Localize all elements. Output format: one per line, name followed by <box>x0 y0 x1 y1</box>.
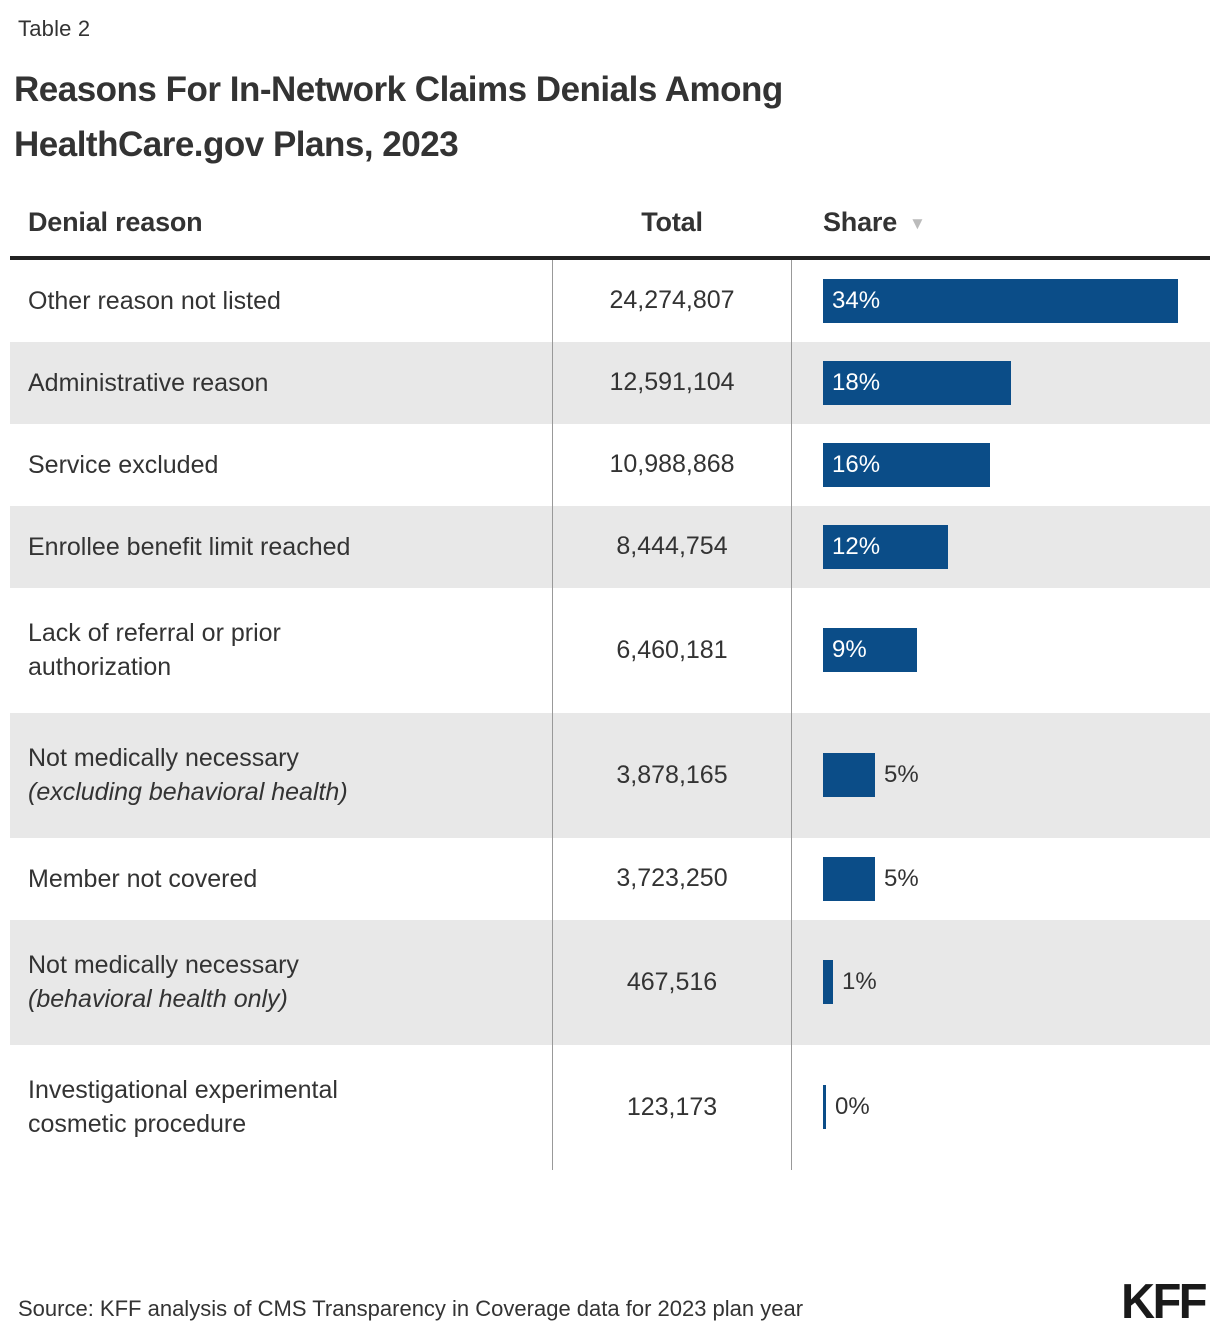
total-cell: 10,988,868 <box>552 423 792 506</box>
column-header-total: Total <box>641 206 703 237</box>
denial-reason-line: authorization <box>28 653 172 682</box>
denial-reason-cell: Other reason not listed <box>10 270 552 332</box>
table-row: Other reason not listed 24,274,807 34% <box>10 259 1210 342</box>
denial-reason-cell: Lack of referral or prior authorization <box>10 602 552 698</box>
table-header-row: Denial reason Total Share ▼ <box>10 207 1210 260</box>
total-cell: 3,878,165 <box>552 712 792 838</box>
denial-reason-line: Investigational experimental <box>28 1076 338 1105</box>
denial-reason-line: (excluding behavioral health) <box>28 778 348 807</box>
share-bar-label: 18% <box>832 368 881 396</box>
source-note: Source: KFF analysis of CMS Transparency… <box>18 1296 804 1321</box>
share-bar: 12% <box>823 524 948 569</box>
sort-descending-icon[interactable]: ▼ <box>909 213 926 233</box>
total-cell: 12,591,104 <box>552 341 792 424</box>
denial-reason-line: cosmetic procedure <box>28 1110 247 1139</box>
denial-reasons-table: Denial reason Total Share ▼ Other reason… <box>10 207 1210 1170</box>
total-cell: 24,274,807 <box>552 259 792 342</box>
denial-reason-line: Member not covered <box>28 864 258 893</box>
table-row: Lack of referral or prior authorization 6… <box>10 587 1210 713</box>
denial-reason-line: Service excluded <box>28 450 219 479</box>
share-bar-label: 16% <box>832 450 881 478</box>
table-row: Service excluded 10,988,868 16% <box>10 423 1210 506</box>
share-bar-label: 0% <box>835 1093 870 1121</box>
denial-reason-line: Not medically necessary <box>28 951 299 980</box>
total-cell: 123,173 <box>552 1044 792 1170</box>
total-cell: 467,516 <box>552 919 792 1045</box>
table-row: Not medically necessary (behavioral healt… <box>10 919 1210 1045</box>
share-bar-label: 1% <box>842 968 877 996</box>
denial-reason-cell: Investigational experimental cosmetic pro… <box>10 1059 552 1155</box>
denial-reason-cell: Not medically necessary (behavioral healt… <box>10 934 552 1030</box>
page-title: Reasons For In-Network Claims Denials Am… <box>14 70 783 165</box>
table-row: Not medically necessary (excluding behavi… <box>10 712 1210 838</box>
table-number-tag: Table 2 <box>18 16 91 41</box>
share-bar-label: 9% <box>832 636 867 664</box>
total-cell: 6,460,181 <box>552 587 792 713</box>
share-bar: 34% <box>823 278 1178 323</box>
denial-reason-cell: Administrative reason <box>10 352 552 414</box>
share-bar <box>823 1085 826 1130</box>
share-cell: 18% <box>792 360 1210 405</box>
denial-reason-line: Not medically necessary <box>28 744 299 773</box>
share-cell: 5% <box>792 856 1210 901</box>
share-bar-label: 34% <box>832 286 881 314</box>
table-body: Other reason not listed 24,274,807 34% A… <box>10 259 1210 1170</box>
denial-reason-line: Lack of referral or prior <box>28 619 281 648</box>
denial-reason-line: (behavioral health only) <box>28 985 288 1014</box>
share-bar: 16% <box>823 442 990 487</box>
table-row: Member not covered 3,723,250 5% <box>10 837 1210 920</box>
share-cell: 0% <box>792 1085 1210 1130</box>
share-bar-label: 5% <box>884 864 919 892</box>
denial-reason-cell: Member not covered <box>10 848 552 910</box>
share-bar <box>823 856 875 901</box>
table-row: Investigational experimental cosmetic pro… <box>10 1044 1210 1170</box>
denial-reason-cell: Enrollee benefit limit reached <box>10 516 552 578</box>
share-cell: 16% <box>792 442 1210 487</box>
total-cell: 3,723,250 <box>552 837 792 920</box>
denial-reason-line: Enrollee benefit limit reached <box>28 532 351 561</box>
table-row: Enrollee benefit limit reached 8,444,754… <box>10 505 1210 588</box>
denial-reason-cell: Service excluded <box>10 434 552 496</box>
share-bar <box>823 753 875 798</box>
share-cell: 9% <box>792 628 1210 673</box>
share-cell: 1% <box>792 960 1210 1005</box>
denial-reason-cell: Not medically necessary (excluding behavi… <box>10 727 552 823</box>
column-header-denial-reason: Denial reason <box>28 206 203 237</box>
share-cell: 12% <box>792 524 1210 569</box>
total-cell: 8,444,754 <box>552 505 792 588</box>
share-bar-label: 12% <box>832 532 881 560</box>
share-bar: 18% <box>823 360 1011 405</box>
table-row: Administrative reason 12,591,104 18% <box>10 341 1210 424</box>
kff-logo: KFF <box>1121 1272 1207 1328</box>
footer: Source: KFF analysis of CMS Transparency… <box>0 1272 1220 1328</box>
denial-reason-line: Administrative reason <box>28 368 269 397</box>
share-bar <box>823 960 833 1005</box>
share-cell: 5% <box>792 753 1210 798</box>
column-header-share-label: Share <box>823 206 898 237</box>
column-header-share[interactable]: Share ▼ <box>792 207 1210 238</box>
share-bar: 9% <box>823 628 917 673</box>
share-cell: 34% <box>792 278 1210 323</box>
denial-reason-line: Other reason not listed <box>28 286 281 315</box>
share-bar-label: 5% <box>884 761 919 789</box>
